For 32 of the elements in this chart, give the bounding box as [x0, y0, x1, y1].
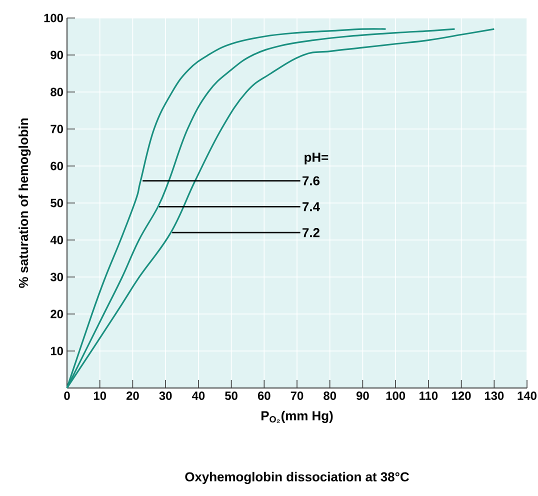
x-tick-label: 0 [64, 392, 70, 400]
x-tick-label: 40 [192, 392, 205, 400]
y-tick-label: 80 [50, 88, 63, 96]
y-tick-label: 20 [50, 310, 63, 318]
y-tick-label: 100 [44, 14, 63, 22]
y-tick-label: 10 [50, 346, 63, 356]
text: Oxyhemoglobin dissociation at 38°C [185, 472, 409, 484]
x-axis-title: P$_{O₂}$(mm Hg) [262, 410, 333, 423]
annotation: 7.2 [302, 228, 320, 238]
x-tick-label: 100 [386, 392, 406, 400]
x-tick-label: 90 [356, 392, 369, 400]
x-tick-label: 80 [324, 392, 336, 400]
annotation: pH= [304, 152, 328, 164]
y-tick-label: 40 [50, 236, 63, 244]
y-axis-title: % saturation of hemoglobin [18, 118, 31, 288]
x-tick-label: 120 [452, 392, 471, 400]
x-tick-label: 70 [290, 392, 304, 400]
annotation: 7.4 [302, 202, 320, 212]
x-tick-label: 20 [126, 392, 139, 400]
x-tick-label: 110 [420, 392, 438, 400]
annotation: 7.6 [302, 176, 320, 186]
y-tick-label: 30 [50, 272, 63, 282]
y-tick-label: 50 [50, 198, 63, 208]
x-tick-label: 10 [94, 392, 106, 400]
x-tick-label: 130 [484, 392, 504, 400]
x-tick-label: 60 [258, 392, 270, 400]
x-tick-label: 140 [518, 392, 536, 400]
x-tick-label: 50 [225, 392, 238, 400]
y-tick-label: 70 [50, 124, 63, 134]
y-tick-label: 60 [50, 162, 63, 170]
x-tick-label: 30 [159, 392, 172, 400]
y-tick-label: 90 [50, 50, 63, 60]
